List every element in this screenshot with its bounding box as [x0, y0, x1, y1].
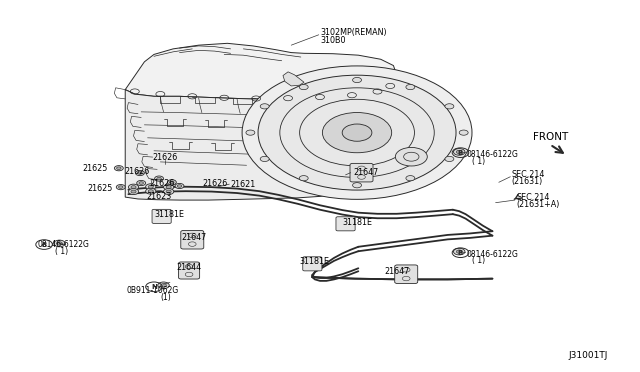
Text: 21644: 21644: [177, 263, 202, 272]
Circle shape: [164, 189, 173, 195]
Circle shape: [300, 84, 308, 90]
Circle shape: [170, 181, 174, 184]
Circle shape: [54, 240, 65, 247]
Circle shape: [406, 176, 415, 181]
Circle shape: [164, 184, 173, 190]
Text: 21626: 21626: [124, 167, 149, 176]
Text: 21647: 21647: [353, 168, 378, 177]
Circle shape: [454, 248, 465, 255]
Text: 08146-6122G: 08146-6122G: [467, 150, 519, 159]
Text: 310B0: 310B0: [320, 36, 346, 45]
Circle shape: [260, 104, 269, 109]
FancyBboxPatch shape: [336, 217, 355, 231]
Circle shape: [166, 186, 172, 189]
Circle shape: [258, 75, 456, 190]
Circle shape: [148, 185, 154, 188]
Circle shape: [148, 190, 154, 193]
Circle shape: [116, 185, 125, 190]
Circle shape: [456, 250, 462, 253]
Circle shape: [136, 170, 145, 176]
Text: J31001TJ: J31001TJ: [568, 351, 608, 360]
Text: 08146-6122G: 08146-6122G: [467, 250, 519, 259]
Polygon shape: [125, 75, 397, 200]
Circle shape: [460, 130, 468, 135]
Text: 21625: 21625: [83, 164, 108, 173]
Circle shape: [146, 188, 156, 194]
Text: FRONT: FRONT: [532, 132, 568, 142]
Text: ( 1): ( 1): [55, 247, 68, 256]
Circle shape: [115, 166, 124, 171]
Text: 08146-6122G: 08146-6122G: [37, 240, 89, 249]
Text: 0B911-1062G: 0B911-1062G: [127, 286, 179, 295]
Text: 21621: 21621: [230, 180, 256, 189]
Circle shape: [454, 148, 465, 155]
Text: 31181E: 31181E: [300, 257, 330, 266]
Circle shape: [166, 190, 172, 193]
Text: (21631): (21631): [511, 177, 543, 186]
Circle shape: [445, 104, 454, 109]
Text: 21623: 21623: [147, 192, 172, 201]
Circle shape: [260, 156, 269, 161]
Text: B: B: [458, 150, 463, 155]
FancyBboxPatch shape: [180, 231, 204, 249]
Circle shape: [445, 156, 454, 161]
Circle shape: [353, 183, 362, 188]
Circle shape: [406, 84, 415, 90]
Text: B: B: [42, 241, 47, 247]
Text: 21647: 21647: [181, 233, 207, 243]
Text: 21647: 21647: [384, 267, 409, 276]
Text: 21625: 21625: [87, 184, 113, 193]
Circle shape: [118, 186, 123, 188]
Circle shape: [168, 180, 176, 185]
Text: SEC.214: SEC.214: [511, 170, 545, 179]
Circle shape: [161, 284, 166, 287]
Text: 31181E: 31181E: [342, 218, 372, 227]
Circle shape: [129, 184, 139, 190]
Text: SEC.214: SEC.214: [516, 193, 550, 202]
FancyBboxPatch shape: [350, 163, 373, 182]
Circle shape: [138, 172, 142, 174]
Circle shape: [139, 182, 143, 185]
Circle shape: [146, 184, 156, 190]
Circle shape: [323, 112, 392, 153]
Text: 21626: 21626: [202, 179, 227, 187]
FancyBboxPatch shape: [179, 262, 200, 279]
FancyBboxPatch shape: [395, 265, 418, 283]
Text: (1): (1): [160, 293, 171, 302]
Text: ( 1): ( 1): [472, 157, 485, 166]
Text: 21626: 21626: [153, 153, 178, 162]
Polygon shape: [125, 43, 397, 99]
Circle shape: [342, 124, 372, 141]
FancyBboxPatch shape: [303, 257, 322, 271]
Circle shape: [129, 189, 139, 195]
FancyBboxPatch shape: [152, 209, 172, 224]
Text: N: N: [151, 284, 157, 290]
Circle shape: [158, 282, 170, 289]
Text: 31181E: 31181E: [154, 211, 184, 219]
Circle shape: [175, 183, 184, 189]
Circle shape: [177, 185, 182, 187]
Circle shape: [353, 77, 362, 83]
Circle shape: [116, 167, 121, 170]
Text: (21631+A): (21631+A): [516, 200, 560, 209]
Polygon shape: [283, 72, 304, 86]
Circle shape: [137, 180, 146, 186]
Circle shape: [155, 176, 164, 181]
Circle shape: [242, 66, 472, 199]
Circle shape: [56, 242, 62, 245]
Circle shape: [131, 186, 136, 189]
Text: B: B: [458, 250, 463, 256]
Text: ( 1): ( 1): [472, 256, 485, 265]
Text: 3102MP(REMAN): 3102MP(REMAN): [320, 28, 387, 37]
Text: 21626: 21626: [150, 179, 175, 188]
Circle shape: [131, 190, 136, 193]
Circle shape: [246, 130, 255, 135]
Circle shape: [456, 150, 462, 154]
Circle shape: [300, 176, 308, 181]
Circle shape: [157, 177, 161, 180]
Circle shape: [396, 147, 428, 166]
